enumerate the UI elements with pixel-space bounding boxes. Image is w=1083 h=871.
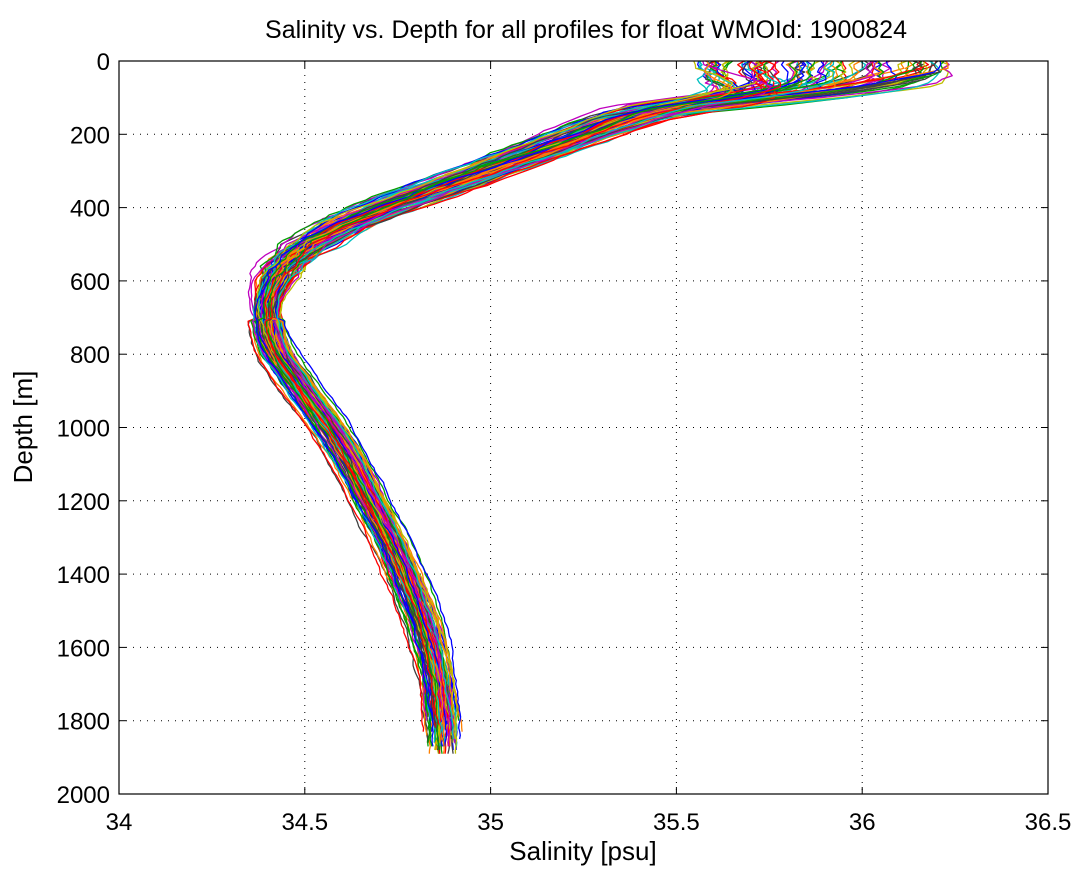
profile-line	[265, 60, 847, 732]
profile-line	[265, 60, 941, 732]
y-tick-label: 800	[70, 342, 110, 369]
profile-line	[264, 60, 847, 736]
profile-line	[264, 60, 839, 754]
x-tick-label: 35	[477, 809, 504, 836]
profile-line	[269, 60, 733, 725]
profile-line	[255, 60, 885, 747]
profile-line	[272, 60, 862, 732]
y-tick-label: 1000	[57, 416, 110, 443]
axis-ticks	[118, 60, 1049, 795]
profile-line	[278, 60, 927, 754]
x-axis-title: Salinity [psu]	[509, 836, 656, 866]
profile-line	[273, 60, 924, 718]
profile-line	[252, 60, 883, 736]
profile-line	[257, 60, 875, 718]
profile-line	[276, 60, 836, 740]
y-tick-label: 200	[70, 122, 110, 149]
plot-area	[247, 60, 953, 754]
profile-line	[262, 60, 873, 754]
y-tick-label: 400	[70, 196, 110, 223]
profile-line	[267, 60, 872, 754]
y-tick-label: 0	[97, 49, 110, 76]
profile-line	[261, 60, 914, 747]
profile-line	[268, 60, 876, 736]
profile-line	[267, 60, 876, 729]
x-tick-label: 34	[106, 809, 133, 836]
x-tick-label: 35.5	[653, 809, 700, 836]
profile-line	[264, 61, 905, 729]
x-tick-label: 36.5	[1025, 809, 1072, 836]
x-tick-label: 34.5	[281, 809, 328, 836]
profile-line	[271, 60, 828, 743]
y-tick-label: 1800	[57, 709, 110, 736]
x-tick-labels: 34 34.5 35 35.5 36 36.5	[106, 809, 1072, 836]
profile-line	[256, 60, 843, 747]
y-tick-labels: 0 200 400 600 800 1000 1200 1400 1600 1800 2000	[57, 49, 110, 809]
profile-line	[260, 60, 924, 725]
profile-line	[254, 60, 898, 729]
y-tick-label: 600	[70, 269, 110, 296]
profile-line	[265, 60, 907, 725]
grid-lines	[119, 61, 1048, 794]
profile-line	[266, 60, 950, 721]
x-tick-label: 36	[849, 809, 876, 836]
profile-line	[251, 60, 953, 721]
profile-line	[247, 60, 933, 743]
profile-line	[247, 60, 937, 732]
y-axis-title: Depth [m]	[8, 371, 38, 484]
profile-line	[274, 60, 807, 740]
profile-line	[277, 60, 814, 751]
y-tick-label: 1200	[57, 489, 110, 516]
profile-line	[264, 60, 949, 754]
profile-line	[264, 60, 918, 725]
profile-line	[268, 60, 757, 751]
profile-line	[266, 60, 834, 736]
profile-line	[255, 60, 885, 747]
profile-line	[263, 60, 941, 747]
profile-line	[265, 60, 816, 751]
profile-line	[274, 60, 929, 740]
profile-line	[275, 60, 945, 718]
y-tick-label: 1400	[57, 562, 110, 589]
profile-line	[263, 60, 930, 718]
profile-line	[261, 60, 834, 754]
profile-line	[254, 60, 857, 751]
axes-box	[118, 60, 1049, 795]
y-tick-label: 2000	[57, 782, 110, 809]
profile-line	[263, 60, 867, 729]
profile-line	[256, 60, 933, 729]
profile-line	[279, 60, 820, 743]
profile-line	[264, 60, 782, 725]
chart-title: Salinity vs. Depth for all profiles for …	[265, 16, 907, 44]
y-tick-label: 1600	[57, 635, 110, 662]
profile-line	[267, 60, 847, 718]
profile-line	[254, 60, 942, 732]
profile-line	[264, 60, 891, 721]
profile-line	[250, 60, 925, 747]
profile-line	[266, 61, 913, 740]
